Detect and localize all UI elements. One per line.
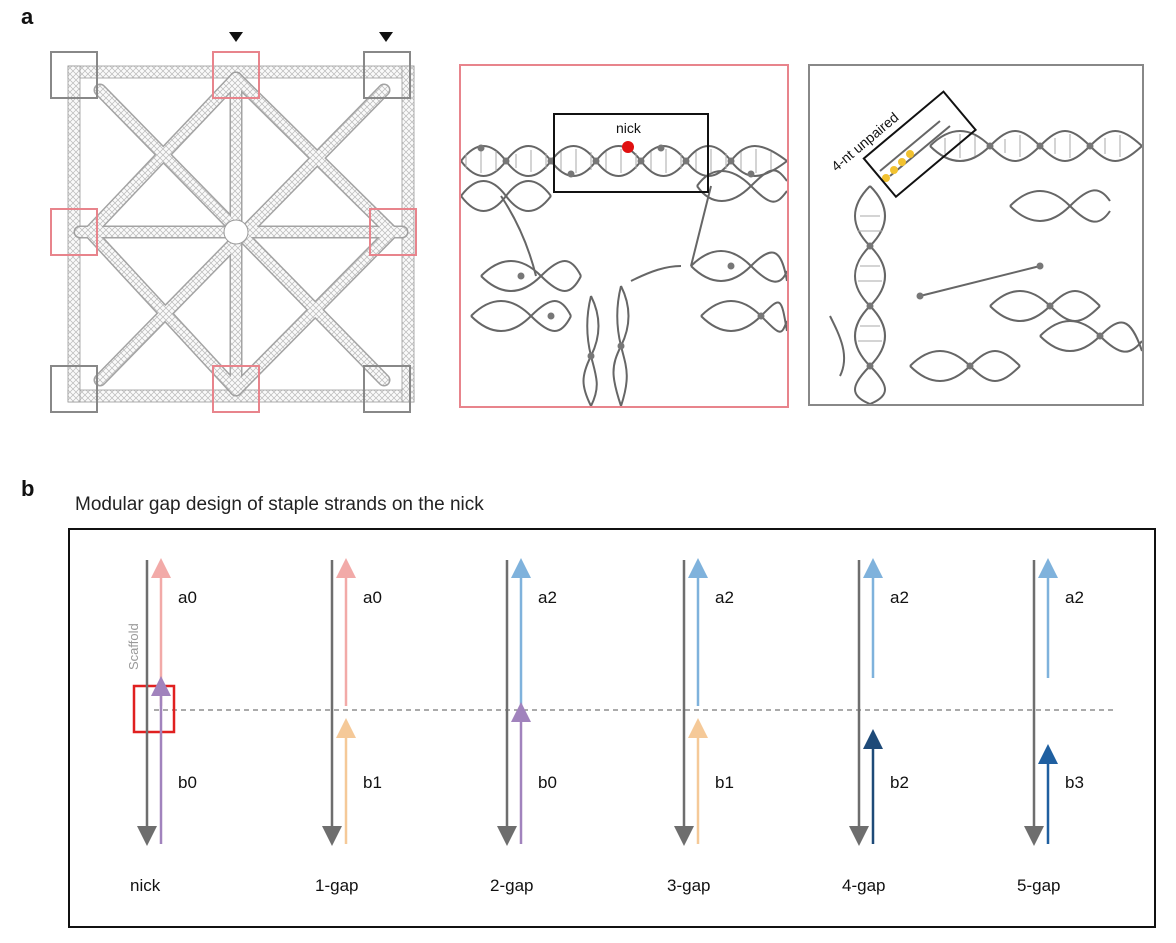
nick-label: nick bbox=[616, 120, 641, 136]
design-name-label: nick bbox=[130, 876, 161, 895]
nick-zoom-panel: nick bbox=[459, 64, 789, 408]
nick-zoom-helices bbox=[461, 113, 787, 406]
nick-highlight-box bbox=[553, 113, 709, 193]
top-strand-label: a2 bbox=[538, 588, 557, 607]
marker-triangle-icon bbox=[379, 32, 393, 42]
panel-a-letter: a bbox=[21, 4, 34, 29]
panel-b-letter: b bbox=[21, 476, 35, 501]
center-hole bbox=[223, 219, 249, 245]
design-name-label: 4-gap bbox=[842, 876, 886, 895]
nick-site-boxes bbox=[50, 51, 417, 413]
design-name-label: 3-gap bbox=[667, 876, 711, 895]
top-strand-label: a2 bbox=[715, 588, 734, 607]
bottom-strand-label: b1 bbox=[715, 773, 734, 792]
unpaired-zoom-helices bbox=[829, 90, 1142, 404]
nick-highlight-box bbox=[132, 684, 176, 734]
unpaired-site-boxes bbox=[50, 51, 411, 413]
marker-triangle-icon bbox=[229, 32, 243, 42]
gap-design-diagram bbox=[132, 558, 1114, 846]
nick-dot bbox=[622, 141, 634, 153]
design-name-label: 1-gap bbox=[315, 876, 359, 895]
bottom-strand-label: b0 bbox=[538, 773, 557, 792]
bottom-strand-label: b0 bbox=[178, 773, 197, 792]
top-strand-label: a0 bbox=[178, 588, 197, 607]
bottom-strand-label: b2 bbox=[890, 773, 909, 792]
design-name-label: 5-gap bbox=[1017, 876, 1061, 895]
scaffold-label: Scaffold bbox=[126, 623, 141, 670]
design-name-label: 2-gap bbox=[490, 876, 534, 895]
bottom-strand-label: b1 bbox=[363, 773, 382, 792]
top-strand-label: a2 bbox=[1065, 588, 1084, 607]
bottom-strand-label: b3 bbox=[1065, 773, 1084, 792]
top-strand-label: a2 bbox=[890, 588, 909, 607]
unpaired-zoom-panel: 4-nt unpaired bbox=[808, 64, 1144, 406]
panel-b-title: Modular gap design of staple strands on … bbox=[75, 494, 484, 515]
origami-overview bbox=[50, 32, 417, 413]
unpaired-highlight-box bbox=[862, 90, 978, 199]
unpaired-bases bbox=[882, 150, 914, 182]
gap-design-frame bbox=[68, 528, 1156, 928]
top-strand-label: a0 bbox=[363, 588, 382, 607]
